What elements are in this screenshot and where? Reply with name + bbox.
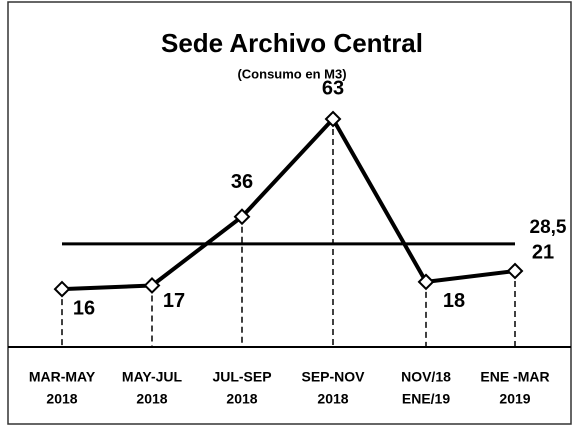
x-tick-label: 2018 bbox=[46, 391, 77, 407]
x-tick-label: 2018 bbox=[136, 391, 167, 407]
marker bbox=[233, 208, 251, 226]
x-tick-label: JUL-SEP bbox=[212, 369, 271, 385]
data-label: 21 bbox=[532, 241, 554, 263]
data-label: 16 bbox=[73, 297, 95, 319]
marker bbox=[417, 273, 435, 291]
x-tick-label: 2019 bbox=[499, 391, 530, 407]
chart-subtitle: (Consumo en M3) bbox=[237, 66, 346, 81]
data-label: 17 bbox=[163, 290, 185, 312]
x-tick-label: 2018 bbox=[226, 391, 257, 407]
x-tick-label: 2018 bbox=[317, 391, 348, 407]
x-tick-label: MAR-MAY bbox=[29, 369, 96, 385]
x-tick-label: ENE/19 bbox=[402, 391, 450, 407]
frame bbox=[7, 1, 572, 425]
x-tick-label: NOV/18 bbox=[401, 369, 451, 385]
data-label: 18 bbox=[443, 290, 465, 312]
chart-title: Sede Archivo Central bbox=[161, 28, 423, 58]
marker bbox=[143, 277, 161, 294]
x-tick-label: SEP-NOV bbox=[301, 369, 365, 385]
x-tick-label: MAY-JUL bbox=[122, 369, 183, 385]
series-line bbox=[61, 117, 516, 292]
data-label: 63 bbox=[322, 77, 344, 99]
reference-label: 28,5 bbox=[530, 217, 567, 238]
x-tick-label: ENE -MAR bbox=[480, 369, 549, 385]
marker bbox=[324, 110, 342, 128]
data-label: 36 bbox=[231, 171, 253, 193]
marker bbox=[506, 262, 524, 280]
marker bbox=[53, 280, 71, 298]
